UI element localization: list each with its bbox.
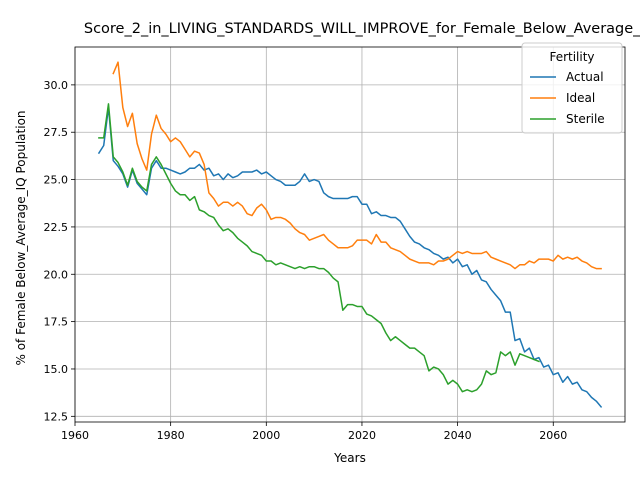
x-axis-label: Years (333, 451, 366, 465)
legend-label-sterile: Sterile (566, 112, 605, 126)
y-tick-label: 17.5 (44, 316, 69, 329)
y-tick-label: 30.0 (44, 79, 69, 92)
legend-title: Fertility (549, 50, 594, 64)
x-tick-label: 2060 (539, 429, 567, 442)
y-tick-label: 20.0 (44, 268, 69, 281)
legend-label-ideal: Ideal (566, 91, 595, 105)
x-tick-label: 2040 (444, 429, 472, 442)
legend-label-actual: Actual (566, 70, 604, 84)
y-tick-label: 12.5 (44, 410, 69, 423)
x-tick-label: 1960 (61, 429, 89, 442)
chart-title: Score_2_in_LIVING_STANDARDS_WILL_IMPROVE… (84, 21, 640, 37)
y-tick-label: 25.0 (44, 174, 69, 187)
legend: Fertility Actual Ideal Sterile (522, 43, 622, 133)
x-tick-label: 1980 (157, 429, 185, 442)
x-tick-label: 2020 (348, 429, 376, 442)
y-tick-label: 27.5 (44, 126, 69, 139)
y-axis-label: % of Female Below_Average_IQ Population (14, 110, 28, 365)
x-tick-label: 2000 (252, 429, 280, 442)
y-tick-label: 22.5 (44, 221, 69, 234)
y-tick-label: 15.0 (44, 363, 69, 376)
